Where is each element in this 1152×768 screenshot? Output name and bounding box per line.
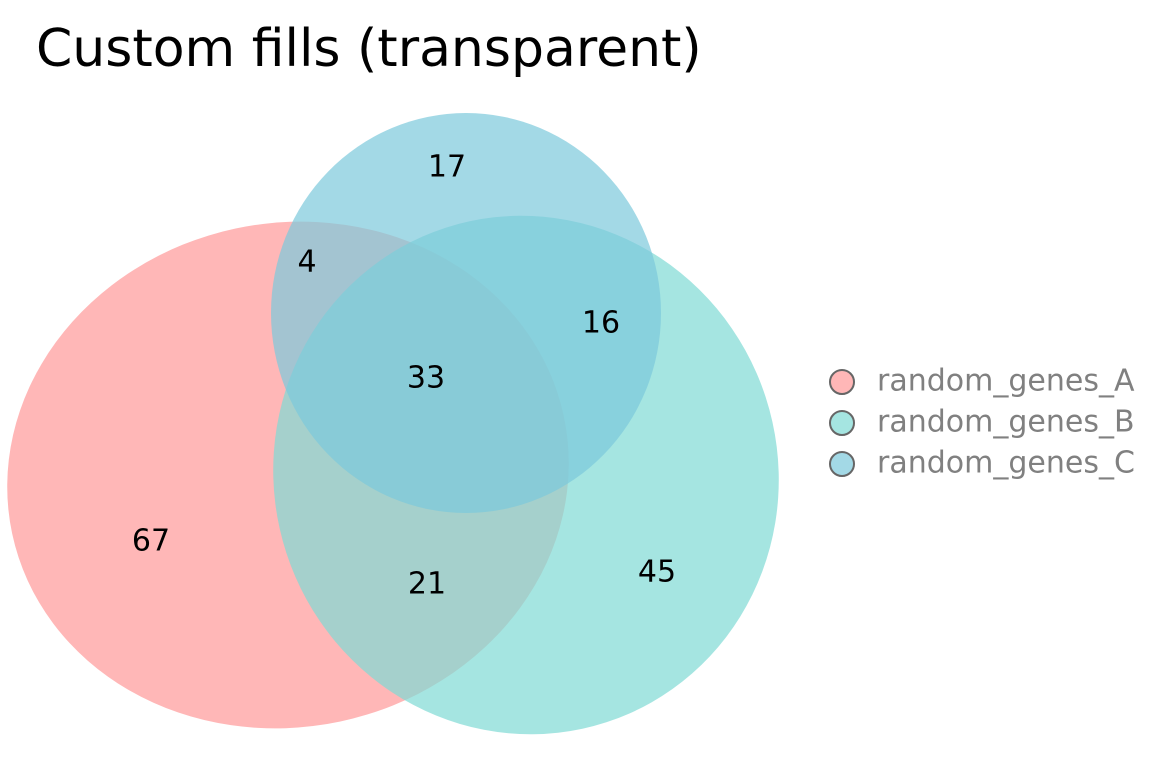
region-count-label: 33 [407, 361, 445, 396]
set-c-ellipse [271, 113, 661, 513]
legend-swatch [829, 369, 855, 395]
region-count-label: 67 [132, 524, 170, 559]
legend: random_genes_A random_genes_B random_genes… [829, 364, 1135, 481]
region-count-label: 17 [428, 150, 466, 185]
chart-title: Custom fills (transparent) [36, 19, 702, 79]
legend-label: random_genes_C [877, 446, 1135, 481]
legend-label: random_genes_A [877, 364, 1135, 399]
region-count-label: 16 [582, 306, 620, 341]
venn-counts: 67 45 17 4 16 21 33 [132, 150, 676, 602]
region-count-label: 45 [638, 555, 676, 590]
legend-swatch [829, 410, 855, 436]
legend-swatch [829, 451, 855, 477]
legend-label: random_genes_B [877, 405, 1135, 440]
region-count-label: 4 [297, 245, 316, 280]
region-count-label: 21 [408, 567, 446, 602]
venn-shapes [7, 113, 779, 735]
